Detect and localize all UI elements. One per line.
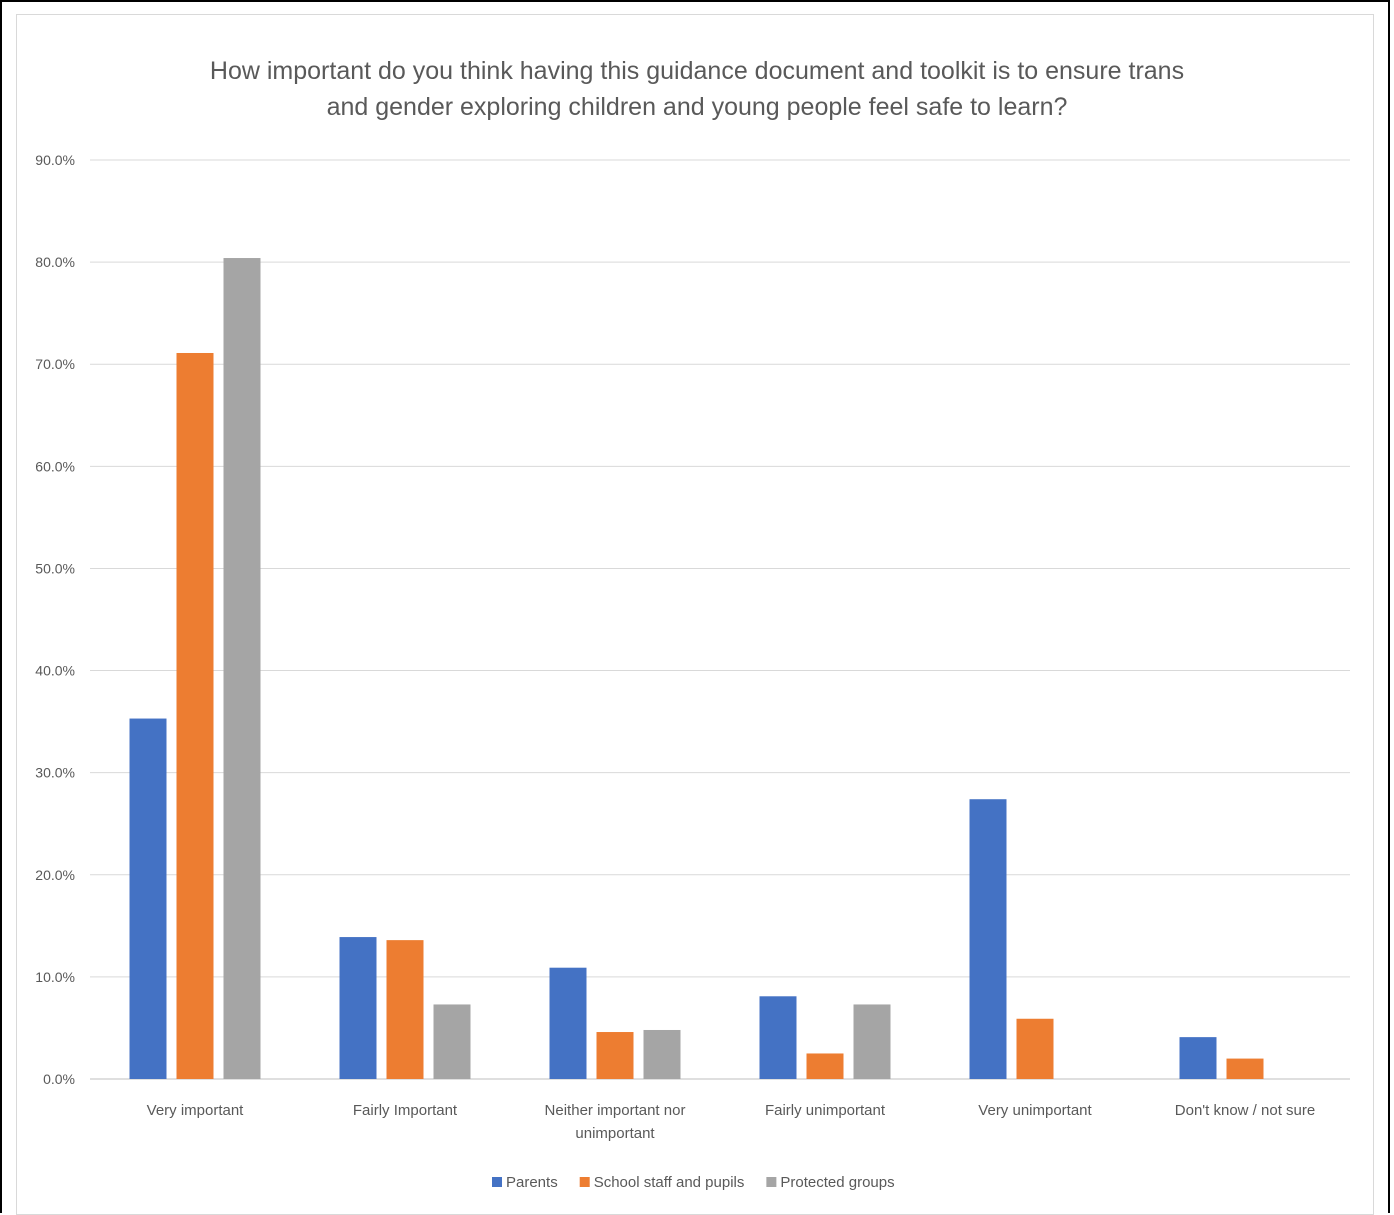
x-category-label: unimportant <box>575 1125 655 1142</box>
legend-swatch <box>579 1177 590 1187</box>
bar <box>176 352 214 1079</box>
bar <box>129 718 167 1079</box>
legend-swatch <box>492 1177 502 1187</box>
bar <box>596 1032 634 1079</box>
y-tick-label: 30.0% <box>35 765 75 781</box>
bar <box>1226 1058 1264 1079</box>
legend-label: School staff and pupils <box>594 1174 745 1191</box>
y-tick-label: 0.0% <box>43 1071 75 1087</box>
legend-label: Protected groups <box>780 1174 894 1191</box>
bar <box>339 937 377 1079</box>
bar <box>433 1004 471 1079</box>
bar <box>549 967 587 1079</box>
legend-label: Parents <box>506 1174 558 1191</box>
bar <box>643 1029 681 1079</box>
x-category-label: Very unimportant <box>978 1102 1092 1119</box>
y-tick-label: 80.0% <box>35 254 75 270</box>
x-category-label: Don't know / not sure <box>1175 1102 1315 1119</box>
chart-title-line-1: How important do you think having this g… <box>209 57 1185 85</box>
bar <box>806 1053 844 1079</box>
bar <box>386 940 424 1079</box>
bar <box>1179 1037 1217 1079</box>
bar <box>223 258 261 1079</box>
bar <box>969 799 1007 1079</box>
x-category-label: Neither important nor <box>545 1102 686 1119</box>
x-category-label: Fairly Important <box>353 1102 458 1119</box>
y-tick-label: 70.0% <box>35 356 75 372</box>
x-category-label: Fairly unimportant <box>765 1102 886 1119</box>
y-tick-label: 40.0% <box>35 663 75 679</box>
legend-swatch <box>766 1177 777 1187</box>
y-tick-label: 20.0% <box>35 867 75 883</box>
bar <box>1016 1018 1054 1079</box>
y-tick-label: 50.0% <box>35 560 75 576</box>
y-tick-label: 60.0% <box>35 458 75 474</box>
chart-title-line-2: and gender exploring children and young … <box>326 93 1068 121</box>
y-tick-label: 10.0% <box>35 969 75 985</box>
bar <box>853 1004 891 1079</box>
y-tick-label: 90.0% <box>35 152 75 168</box>
x-category-label: Very important <box>147 1102 245 1119</box>
chart-title: How important do you think having this g… <box>0 53 1394 125</box>
bar <box>759 996 797 1079</box>
